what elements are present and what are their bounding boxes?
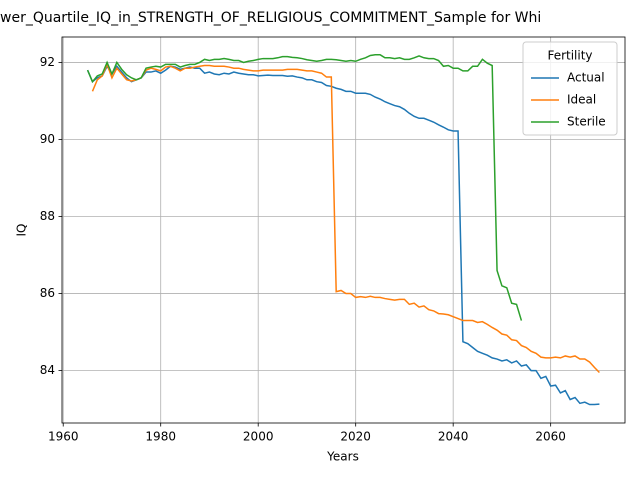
x-axis-label: Years bbox=[326, 450, 359, 464]
plot-frame bbox=[61, 36, 626, 424]
x-tick-label: 2020 bbox=[340, 430, 371, 444]
x-tick-label: 2000 bbox=[243, 430, 274, 444]
y-tick-label: 90 bbox=[40, 132, 55, 146]
x-tick-label: 1960 bbox=[48, 430, 79, 444]
legend-label: Actual bbox=[567, 71, 605, 85]
y-tick-label: 84 bbox=[40, 363, 55, 377]
legend-label: Sterile bbox=[567, 115, 606, 129]
legend-box bbox=[522, 41, 618, 136]
y-tick-label: 88 bbox=[40, 209, 55, 223]
y-axis-label: IQ bbox=[15, 224, 29, 237]
x-tick-label: 2040 bbox=[438, 430, 469, 444]
data-line bbox=[91, 62, 600, 374]
legend: Fertility Actual Ideal Sterile bbox=[522, 41, 618, 136]
chart-title: wer_Quartile_IQ_in_STRENGTH_OF_RELIGIOUS… bbox=[0, 10, 541, 26]
data-line bbox=[86, 53, 523, 321]
x-tick-label: 2060 bbox=[535, 430, 566, 444]
legend-label: Ideal bbox=[567, 93, 596, 107]
y-tick-label: 86 bbox=[40, 286, 55, 300]
y-tick-label: 92 bbox=[40, 55, 55, 69]
x-tick-label: 1980 bbox=[145, 430, 176, 444]
legend-title: Fertility bbox=[547, 49, 592, 63]
